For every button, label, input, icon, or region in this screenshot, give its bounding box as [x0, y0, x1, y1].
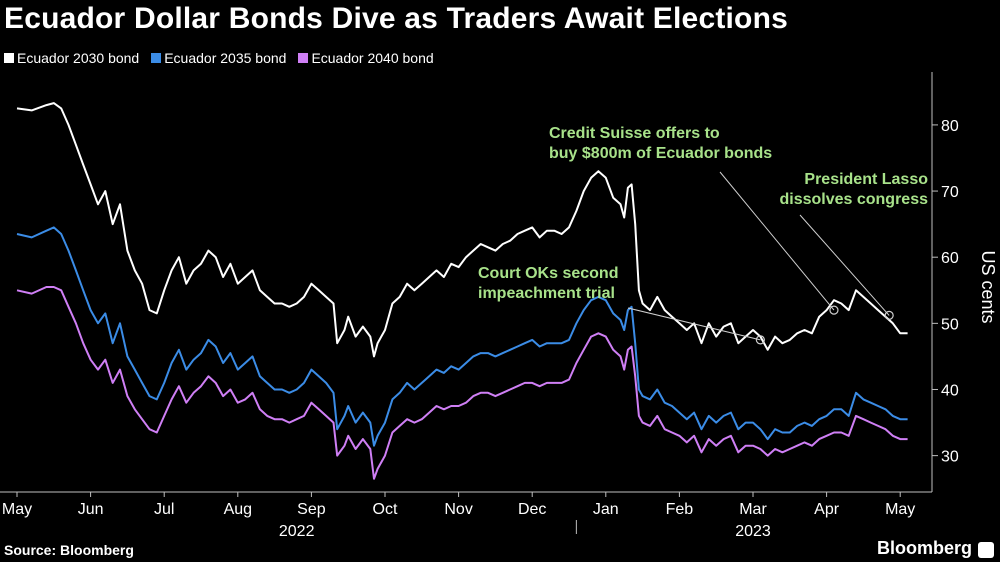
- x-tick-label: Jan: [593, 501, 619, 518]
- x-tick-label: Dec: [518, 501, 546, 518]
- chart-title: Ecuador Dollar Bonds Dive as Traders Awa…: [4, 2, 788, 35]
- annotation-text: impeachment trial: [478, 285, 615, 302]
- annotation-text: Credit Suisse offers to: [549, 125, 720, 142]
- series-line-2040: [16, 286, 908, 480]
- series-line-2035: [16, 226, 908, 447]
- legend-swatch-2035: [151, 53, 162, 63]
- x-tick-label: May: [885, 501, 915, 518]
- legend-label-2035: Ecuador 2035 bond: [164, 50, 287, 66]
- y-axis-label: US cents: [978, 250, 998, 323]
- series-line-2030: [16, 102, 908, 358]
- bloomberg-icon: [978, 542, 994, 558]
- x-tick-label: Mar: [739, 501, 767, 518]
- annotation-marker: [755, 335, 765, 345]
- annotation-text: Court OKs second: [478, 265, 618, 282]
- legend-item-2035: Ecuador 2035 bond: [151, 50, 286, 66]
- legend: Ecuador 2030 bond Ecuador 2035 bond Ecua…: [4, 50, 434, 66]
- y-tick-label: 70: [941, 184, 959, 201]
- x-tick-label: Aug: [224, 501, 252, 518]
- annotation-marker: [884, 310, 894, 321]
- x-tick-label: Jun: [78, 501, 104, 518]
- year-label: 2023: [735, 523, 771, 540]
- legend-item-2030: Ecuador 2030 bond: [4, 50, 139, 66]
- source-note: Source: Bloomberg: [4, 542, 134, 558]
- x-tick-label: Oct: [373, 501, 398, 518]
- x-tick-label: Apr: [814, 501, 840, 518]
- annotation-leader: [627, 307, 761, 341]
- annotation-text: President Lasso: [804, 171, 928, 188]
- legend-item-2040: Ecuador 2040 bond: [298, 50, 434, 66]
- legend-label-2040: Ecuador 2040 bond: [311, 50, 434, 66]
- x-tick-label: May: [2, 501, 32, 518]
- legend-label-2030: Ecuador 2030 bond: [17, 50, 140, 66]
- x-tick-label: Feb: [666, 501, 694, 518]
- year-label: 2022: [279, 523, 315, 540]
- annotation-marker: [829, 305, 839, 315]
- annotation-text: dissolves congress: [779, 191, 928, 208]
- y-tick-label: 30: [941, 449, 959, 466]
- annotation-leader: [719, 171, 835, 311]
- annotation-text: buy $800m of Ecuador bonds: [549, 145, 772, 162]
- legend-swatch-2040: [298, 53, 309, 63]
- brand-logo-text: Bloomberg: [876, 538, 972, 558]
- legend-swatch-2030: [4, 53, 14, 63]
- y-tick-label: 40: [941, 382, 959, 399]
- x-tick-label: Sep: [297, 501, 326, 518]
- y-tick-label: 50: [941, 316, 959, 333]
- y-tick-label: 60: [941, 250, 959, 267]
- x-tick-label: Jul: [154, 501, 174, 518]
- x-tick-label: Nov: [444, 501, 472, 518]
- annotation-leader: [799, 214, 890, 316]
- y-tick-label: 80: [941, 118, 959, 135]
